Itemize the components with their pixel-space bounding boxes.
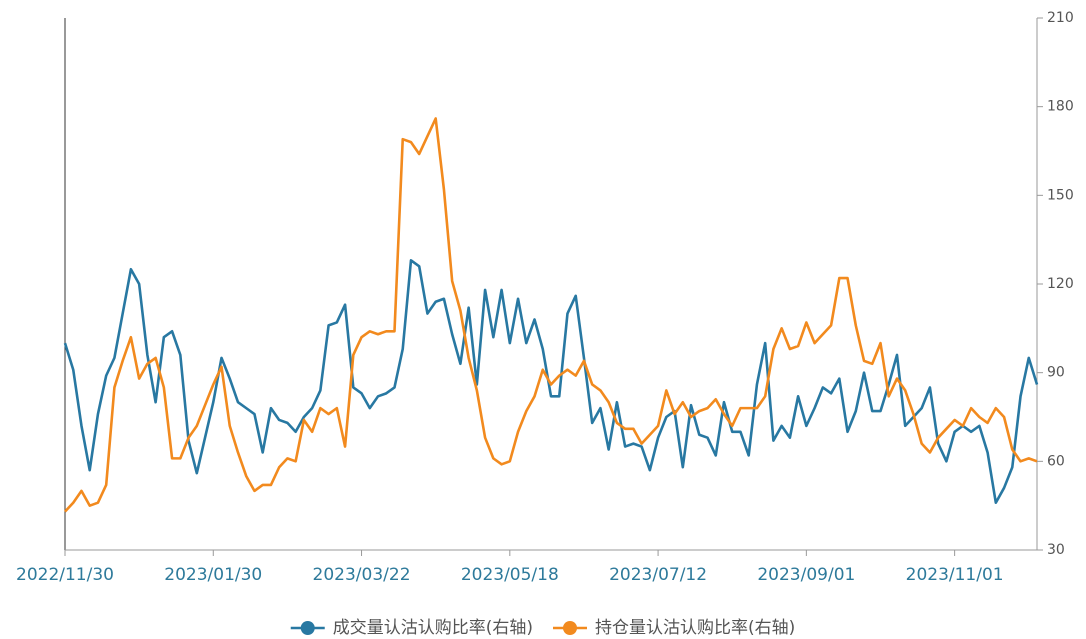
- x-tick-label: 2023/03/22: [313, 565, 411, 585]
- y2-tick-label: 60: [1047, 453, 1065, 469]
- x-tick-label: 2023/01/30: [164, 565, 262, 585]
- x-tick-label: 2022/11/30: [16, 565, 114, 585]
- x-tick-label: 2023/07/12: [609, 565, 707, 585]
- series-line: [63, 259, 1039, 505]
- y2-tick-label: 210: [1047, 10, 1074, 26]
- legend-marker: [563, 621, 577, 635]
- y2-tick-label: 180: [1047, 99, 1074, 115]
- legend-marker: [300, 621, 315, 635]
- y2-tick-label: 150: [1047, 187, 1074, 203]
- y2-tick-label: 90: [1047, 365, 1065, 381]
- x-tick-label: 2023/11/01: [906, 565, 1004, 585]
- x-tick-label: 2023/05/18: [461, 565, 559, 585]
- legend-label: 持仓量认沽认购比率(右轴): [595, 618, 795, 638]
- y2-tick-label: 30: [1047, 542, 1065, 558]
- x-tick-label: 2023/09/01: [757, 565, 855, 585]
- series-line: [64, 117, 1038, 513]
- y2-tick-label: 120: [1047, 276, 1074, 292]
- legend-label: 成交量认沽认购比率(右轴): [333, 618, 533, 638]
